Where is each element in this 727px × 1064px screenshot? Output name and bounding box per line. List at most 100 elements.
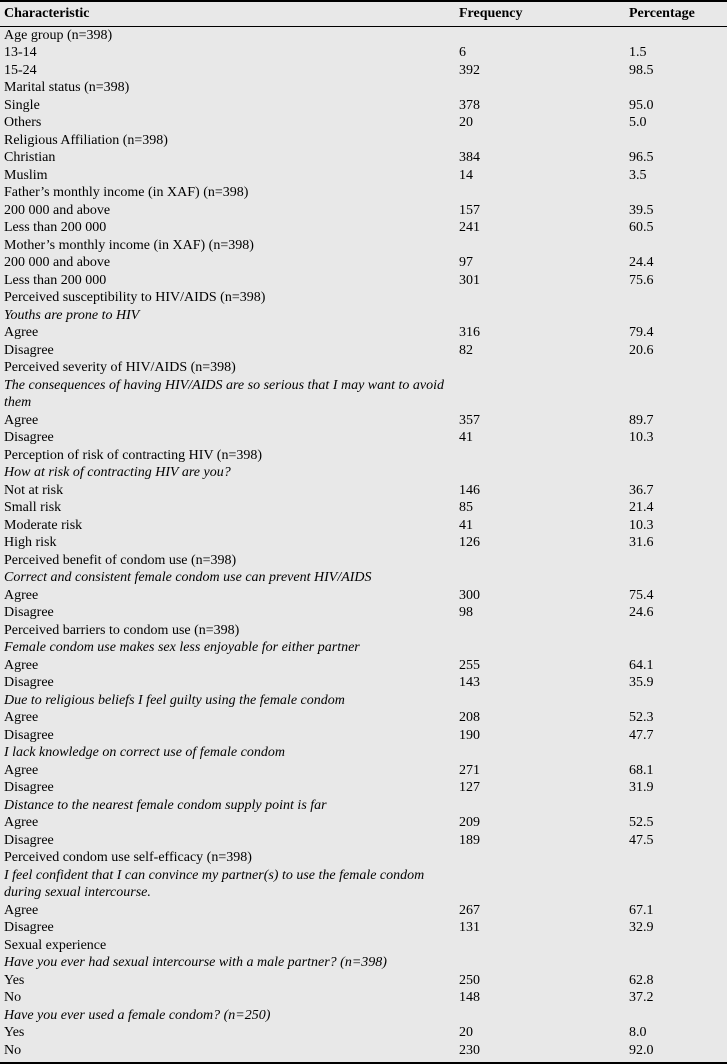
cell-percentage bbox=[625, 552, 727, 570]
table-row: Disagree14335.9 bbox=[0, 674, 727, 692]
cell-characteristic: Muslim bbox=[0, 167, 455, 185]
table-row: 15-2439298.5 bbox=[0, 62, 727, 80]
cell-characteristic: Perceived barriers to condom use (n=398) bbox=[0, 622, 455, 640]
cell-percentage: 75.6 bbox=[625, 272, 727, 290]
cell-characteristic: 13-14 bbox=[0, 44, 455, 62]
table-row: Single37895.0 bbox=[0, 97, 727, 115]
cell-percentage: 60.5 bbox=[625, 219, 727, 237]
cell-characteristic: No bbox=[0, 1042, 455, 1064]
cell-frequency: 98 bbox=[455, 604, 625, 622]
cell-characteristic: Agree bbox=[0, 324, 455, 342]
cell-frequency bbox=[455, 289, 625, 307]
cell-frequency bbox=[455, 79, 625, 97]
cell-characteristic: Not at risk bbox=[0, 482, 455, 500]
cell-frequency bbox=[455, 464, 625, 482]
cell-characteristic: Mother’s monthly income (in XAF) (n=398) bbox=[0, 237, 455, 255]
table-row: No14837.2 bbox=[0, 989, 727, 1007]
cell-percentage bbox=[625, 307, 727, 325]
cell-characteristic: Christian bbox=[0, 149, 455, 167]
cell-percentage: 95.0 bbox=[625, 97, 727, 115]
cell-characteristic: Less than 200 000 bbox=[0, 272, 455, 290]
cell-characteristic: I feel confident that I can convince my … bbox=[0, 867, 455, 902]
cell-characteristic: 200 000 and above bbox=[0, 254, 455, 272]
cell-percentage: 96.5 bbox=[625, 149, 727, 167]
cell-characteristic: High risk bbox=[0, 534, 455, 552]
table-row: Less than 200 00024160.5 bbox=[0, 219, 727, 237]
table-row: Youths are prone to HIV bbox=[0, 307, 727, 325]
cell-percentage: 98.5 bbox=[625, 62, 727, 80]
cell-percentage bbox=[625, 692, 727, 710]
table-row: Disagree4110.3 bbox=[0, 429, 727, 447]
cell-characteristic: Others bbox=[0, 114, 455, 132]
table-row: How at risk of contracting HIV are you? bbox=[0, 464, 727, 482]
cell-percentage bbox=[625, 289, 727, 307]
cell-frequency: 208 bbox=[455, 709, 625, 727]
cell-frequency: 300 bbox=[455, 587, 625, 605]
cell-characteristic: Due to religious beliefs I feel guilty u… bbox=[0, 692, 455, 710]
cell-frequency bbox=[455, 377, 625, 412]
cell-frequency: 157 bbox=[455, 202, 625, 220]
cell-percentage bbox=[625, 237, 727, 255]
cell-frequency bbox=[455, 744, 625, 762]
cell-frequency: 148 bbox=[455, 989, 625, 1007]
characteristics-table: Characteristic Frequency Percentage Age … bbox=[0, 0, 727, 1064]
cell-frequency bbox=[455, 359, 625, 377]
cell-percentage: 36.7 bbox=[625, 482, 727, 500]
table-header-row: Characteristic Frequency Percentage bbox=[0, 1, 727, 26]
cell-characteristic: Agree bbox=[0, 762, 455, 780]
cell-frequency bbox=[455, 639, 625, 657]
cell-characteristic: Perceived severity of HIV/AIDS (n=398) bbox=[0, 359, 455, 377]
cell-characteristic: Disagree bbox=[0, 342, 455, 360]
cell-percentage bbox=[625, 867, 727, 902]
cell-frequency bbox=[455, 132, 625, 150]
cell-percentage bbox=[625, 184, 727, 202]
cell-frequency: 126 bbox=[455, 534, 625, 552]
cell-frequency: 6 bbox=[455, 44, 625, 62]
cell-frequency bbox=[455, 622, 625, 640]
cell-characteristic: Father’s monthly income (in XAF) (n=398) bbox=[0, 184, 455, 202]
cell-percentage: 68.1 bbox=[625, 762, 727, 780]
cell-frequency: 127 bbox=[455, 779, 625, 797]
cell-characteristic: Perceived condom use self-efficacy (n=39… bbox=[0, 849, 455, 867]
cell-characteristic: Have you ever had sexual intercourse wit… bbox=[0, 954, 455, 972]
cell-characteristic: Yes bbox=[0, 972, 455, 990]
cell-percentage: 10.3 bbox=[625, 517, 727, 535]
table-row: Sexual experience bbox=[0, 937, 727, 955]
cell-percentage bbox=[625, 26, 727, 44]
cell-percentage: 3.5 bbox=[625, 167, 727, 185]
cell-characteristic: Age group (n=398) bbox=[0, 26, 455, 44]
cell-characteristic: Agree bbox=[0, 587, 455, 605]
cell-frequency bbox=[455, 447, 625, 465]
cell-percentage: 20.6 bbox=[625, 342, 727, 360]
table-row: Distance to the nearest female condom su… bbox=[0, 797, 727, 815]
table-row: Age group (n=398) bbox=[0, 26, 727, 44]
cell-frequency bbox=[455, 569, 625, 587]
cell-characteristic: Religious Affiliation (n=398) bbox=[0, 132, 455, 150]
cell-percentage: 47.5 bbox=[625, 832, 727, 850]
cell-characteristic: Perceived susceptibility to HIV/AIDS (n=… bbox=[0, 289, 455, 307]
table-row: Yes25062.8 bbox=[0, 972, 727, 990]
table-row: No23092.0 bbox=[0, 1042, 727, 1064]
cell-characteristic: Yes bbox=[0, 1024, 455, 1042]
table-row: Agree25564.1 bbox=[0, 657, 727, 675]
table-row: Agree20952.5 bbox=[0, 814, 727, 832]
cell-frequency: 267 bbox=[455, 902, 625, 920]
cell-frequency: 301 bbox=[455, 272, 625, 290]
cell-frequency: 209 bbox=[455, 814, 625, 832]
cell-percentage: 52.5 bbox=[625, 814, 727, 832]
cell-frequency bbox=[455, 849, 625, 867]
cell-frequency: 357 bbox=[455, 412, 625, 430]
cell-frequency: 230 bbox=[455, 1042, 625, 1064]
cell-characteristic: I lack knowledge on correct use of femal… bbox=[0, 744, 455, 762]
cell-characteristic: Have you ever used a female condom? (n=2… bbox=[0, 1007, 455, 1025]
cell-frequency bbox=[455, 237, 625, 255]
cell-characteristic: Disagree bbox=[0, 429, 455, 447]
cell-percentage: 39.5 bbox=[625, 202, 727, 220]
cell-characteristic: Perceived benefit of condom use (n=398) bbox=[0, 552, 455, 570]
table-row: 13-1461.5 bbox=[0, 44, 727, 62]
table-row: Perceived barriers to condom use (n=398) bbox=[0, 622, 727, 640]
cell-frequency: 41 bbox=[455, 429, 625, 447]
cell-frequency bbox=[455, 26, 625, 44]
cell-characteristic: 200 000 and above bbox=[0, 202, 455, 220]
cell-percentage bbox=[625, 464, 727, 482]
